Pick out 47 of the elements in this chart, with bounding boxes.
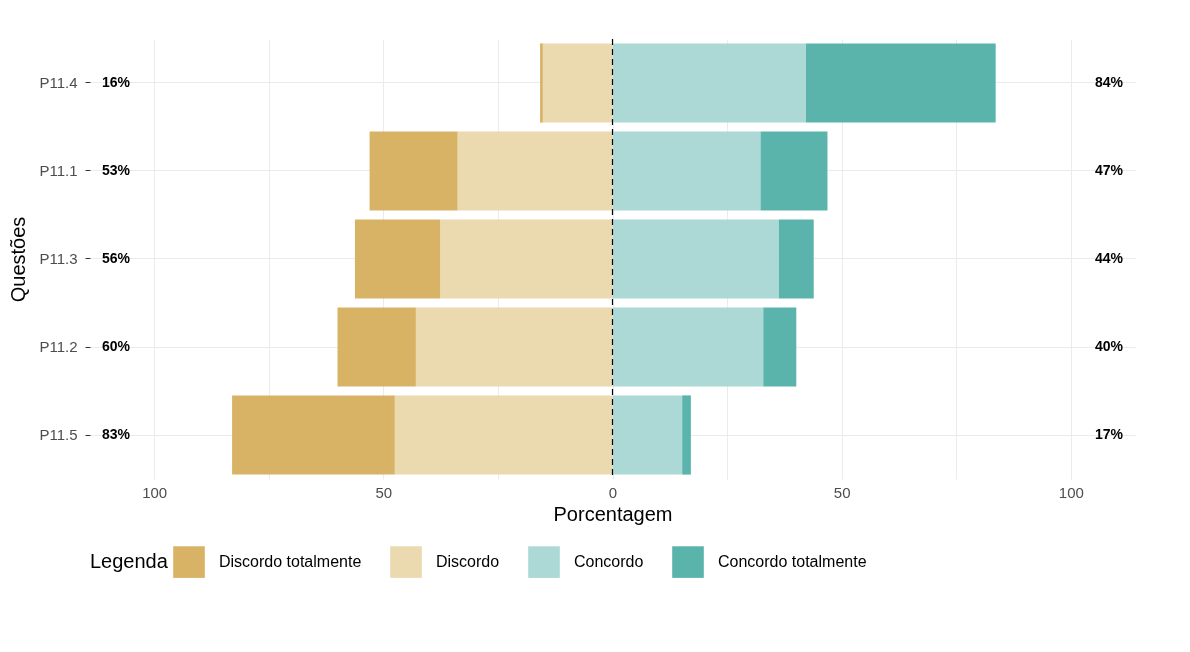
bar [612, 131, 761, 211]
y-tick-label: P11.1 [39, 162, 78, 179]
bar [337, 307, 416, 387]
x-tick-label: 100 [1058, 483, 1084, 501]
bar [540, 43, 543, 123]
bar [394, 395, 613, 475]
annotation: 53% [101, 162, 131, 178]
y-tick-label: P11.2 [39, 338, 78, 355]
bar [369, 131, 458, 211]
x-tick-label: 100 [142, 483, 168, 501]
bar [354, 219, 441, 299]
bar [682, 395, 691, 475]
bar [440, 219, 613, 299]
bar [778, 219, 814, 299]
y-axis-title: Questões [7, 216, 30, 303]
bar [612, 307, 764, 387]
bar [542, 43, 613, 123]
bar [612, 395, 683, 475]
legend-label: Discordo [436, 553, 500, 571]
x-tick-label: 50 [375, 483, 393, 501]
bar [232, 395, 395, 475]
bar [457, 131, 613, 211]
y-tick-label: P11.3 [39, 250, 78, 267]
annotation: 17% [1094, 426, 1124, 442]
legend-title: Legenda [90, 550, 169, 572]
bar [612, 43, 806, 123]
annotation: 16% [101, 74, 131, 90]
legend-label: Concordo totalmente [718, 553, 867, 571]
bar [805, 43, 996, 123]
bar [612, 219, 779, 299]
annotation: 47% [1094, 162, 1124, 178]
annotation: 83% [101, 426, 131, 442]
x-tick-label: 50 [833, 483, 851, 501]
annotation: 60% [101, 338, 131, 354]
annotation: 56% [101, 250, 131, 266]
annotation: 84% [1094, 74, 1124, 90]
y-tick-label: P11.4 [39, 74, 78, 91]
legend-label: Discordo totalmente [219, 553, 362, 571]
bar [760, 131, 828, 211]
annotation: 40% [1094, 338, 1124, 354]
x-tick-label: 0 [608, 483, 618, 501]
y-tick-label: P11.5 [39, 426, 78, 443]
x-axis-title: Porcentagem [553, 502, 673, 525]
bar [763, 307, 797, 387]
bar [415, 307, 613, 387]
annotation: 44% [1094, 250, 1124, 266]
legend-label: Concordo [574, 553, 644, 571]
